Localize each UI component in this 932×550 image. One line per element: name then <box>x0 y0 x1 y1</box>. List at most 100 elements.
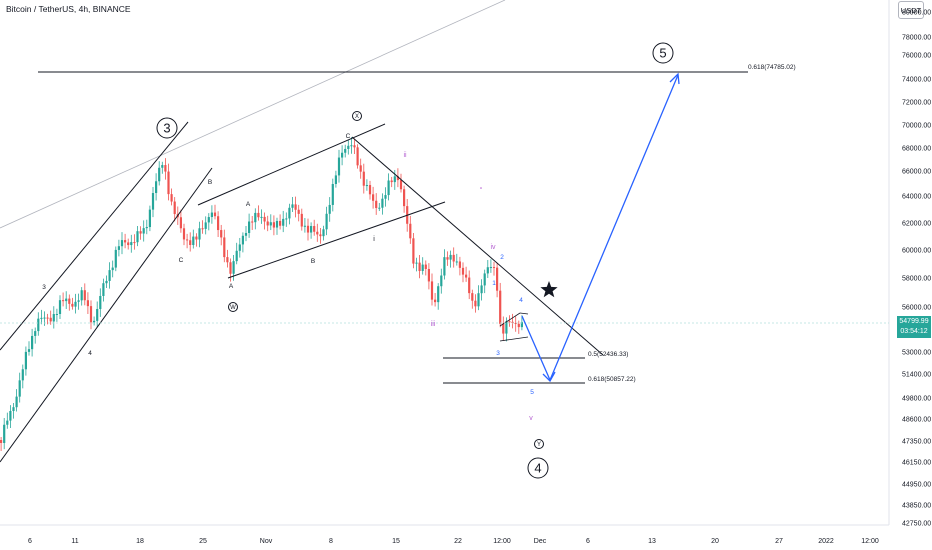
candle-body <box>306 225 310 233</box>
candle-body <box>418 262 421 271</box>
currency-badge[interactable]: USDT <box>898 1 924 19</box>
time-tick-label: Nov <box>260 538 273 545</box>
candle-body <box>350 145 353 147</box>
candle-body <box>365 185 368 187</box>
projection-arrowhead <box>669 72 680 85</box>
chart-title: Bitcoin / TetherUS, 4h, BINANCE <box>6 4 131 14</box>
candle-body <box>124 240 127 243</box>
candle-body <box>272 222 275 228</box>
candle-body <box>201 228 204 230</box>
falling-wedge-line <box>351 136 604 356</box>
wave-5-label-circle <box>652 42 674 64</box>
candle-body <box>437 286 440 303</box>
dot-marker <box>480 187 482 189</box>
minor-wave-label: 1 <box>492 280 496 287</box>
candle-body <box>486 267 489 274</box>
candle-body <box>83 290 86 301</box>
minor-wave-label: 4 <box>519 297 523 304</box>
minor-wave-label: 5 <box>530 389 534 396</box>
candle-body <box>325 213 328 230</box>
candle-body <box>189 240 192 246</box>
candle-body <box>74 301 77 307</box>
roman-wave-label: v <box>529 415 533 422</box>
candle-body <box>96 308 99 321</box>
minor-wave-label: B <box>208 179 212 186</box>
price-tick-label: 74000.00 <box>902 77 931 84</box>
candle-body <box>111 267 114 271</box>
candle-body <box>356 147 359 166</box>
price-tick-label: 80000.00 <box>902 10 931 17</box>
candle-body <box>139 231 142 234</box>
candle-body <box>192 236 195 246</box>
time-tick-label: 22 <box>454 538 462 545</box>
candle-body <box>31 335 34 350</box>
candle-body <box>285 218 288 220</box>
wave-5-label: 5 <box>659 46 666 61</box>
candle-body <box>294 204 297 210</box>
candle-body <box>375 200 378 209</box>
candle-body <box>477 293 480 307</box>
candle-body <box>446 257 449 260</box>
candle-body <box>409 223 412 239</box>
candle-body <box>232 261 235 274</box>
price-tick-label: 62000.00 <box>902 221 931 228</box>
time-tick-label: 8 <box>329 538 333 545</box>
wave-labels-layer: 345XWY34BACABC12345iiiiiivvi0.618(74785.… <box>42 42 796 479</box>
candle-body <box>52 314 55 322</box>
time-tick-label: 20 <box>711 538 719 545</box>
last-price-tag: 54799.99 03:54:12 <box>897 316 931 338</box>
candle-body <box>458 261 461 268</box>
candle-body <box>353 145 356 148</box>
candle-body <box>58 300 62 314</box>
candle-body <box>136 231 139 243</box>
time-axis: 6 11 18 25 Nov 8 15 22 12:00 Dec 6 13 20 27 2022 12:00 <box>28 538 879 545</box>
time-tick-label: 6 <box>28 538 32 545</box>
roman-wave-label: iv <box>490 244 496 251</box>
candle-body <box>257 212 260 218</box>
candle-body <box>424 264 427 270</box>
candle-body <box>220 230 223 238</box>
candle-body <box>55 313 58 315</box>
candle-body <box>238 244 241 251</box>
time-tick-label: Dec <box>534 538 547 545</box>
candle-body <box>207 217 210 223</box>
candle-body <box>275 220 279 228</box>
candle-body <box>12 407 15 411</box>
candle-body <box>254 212 257 223</box>
candle-body <box>151 192 155 210</box>
candle-body <box>77 300 80 302</box>
candle-body <box>331 184 334 205</box>
fib-level-label: 0.5(52436.33) <box>588 351 628 358</box>
candle-body <box>449 254 452 260</box>
price-tick-label: 47350.00 <box>902 439 931 446</box>
candle-body <box>0 440 3 443</box>
candle-body <box>80 290 83 301</box>
wxy-channel-lower <box>227 201 446 279</box>
price-tick-label: 53000.00 <box>902 350 931 357</box>
candle-body <box>148 209 151 228</box>
candle-body <box>496 267 499 291</box>
candle-body <box>108 270 111 281</box>
minor-wave-label: C <box>179 257 184 264</box>
candle-body <box>359 165 362 172</box>
channel-upper-line <box>0 121 189 351</box>
candle-body <box>223 237 226 258</box>
minor-wave-label: A <box>229 283 234 290</box>
wave-y-label: Y <box>537 442 541 448</box>
candle-body <box>49 317 52 322</box>
candle-body <box>502 323 505 334</box>
minor-wave-label: 3 <box>496 350 500 357</box>
wave-4-label-circle <box>527 457 549 479</box>
candle-body <box>316 231 319 235</box>
candle-body <box>368 185 372 195</box>
candle-body <box>248 221 251 233</box>
candle-body <box>114 249 117 268</box>
candle-body <box>520 322 523 328</box>
price-tick-label: 43850.00 <box>902 503 931 510</box>
star-marker <box>540 281 558 298</box>
candle-body <box>279 220 282 226</box>
candle-body <box>120 240 124 247</box>
candle-body <box>412 238 415 264</box>
candle-body <box>102 283 105 296</box>
